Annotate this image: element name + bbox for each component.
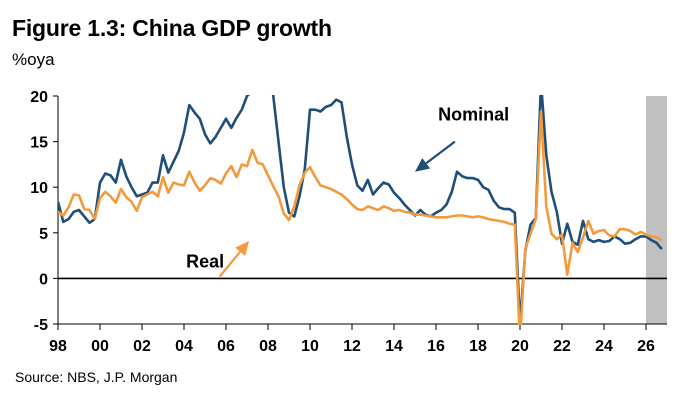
x-tick-label: 18 [469, 338, 487, 355]
x-tick-label: 26 [637, 338, 655, 355]
x-tick-label: 98 [49, 338, 67, 355]
y-axis-ticks: 20 15 10 5 0 -5 [30, 89, 58, 334]
nominal-annotation-arrow [415, 140, 456, 172]
forecast-shading [646, 96, 667, 324]
chart-title: Figure 1.3: China GDP growth [12, 15, 332, 41]
real-annotation-arrow [218, 241, 250, 278]
series-line-real [58, 110, 663, 325]
source-note: Source: NBS, J.P. Morgan [15, 369, 178, 385]
x-axis-ticks: 98 00 02 04 06 08 10 12 14 16 18 20 22 24 26 [49, 324, 655, 355]
real-annotation-label: Real [186, 251, 224, 271]
x-tick-label: 00 [91, 338, 109, 355]
y-tick-label: 0 [39, 271, 48, 288]
x-tick-label: 06 [217, 338, 235, 355]
y-axis-unit-label: %oya [12, 50, 55, 69]
x-tick-label: 04 [175, 338, 193, 355]
x-tick-label: 16 [427, 338, 445, 355]
y-tick-label: 5 [39, 226, 48, 243]
y-tick-label: 10 [30, 180, 48, 197]
x-tick-label: 10 [301, 338, 319, 355]
x-tick-label: 02 [133, 338, 151, 355]
y-tick-label: -5 [34, 317, 48, 334]
y-tick-label: 15 [30, 135, 48, 152]
series-line-nominal [58, 95, 663, 325]
x-tick-label: 08 [259, 338, 277, 355]
x-tick-label: 22 [553, 338, 571, 355]
y-tick-label: 20 [30, 89, 48, 106]
x-tick-label: 14 [385, 338, 403, 355]
x-tick-label: 24 [595, 338, 613, 355]
nominal-annotation-label: Nominal [438, 105, 509, 125]
x-tick-label: 20 [511, 338, 529, 355]
x-tick-label: 12 [343, 338, 361, 355]
